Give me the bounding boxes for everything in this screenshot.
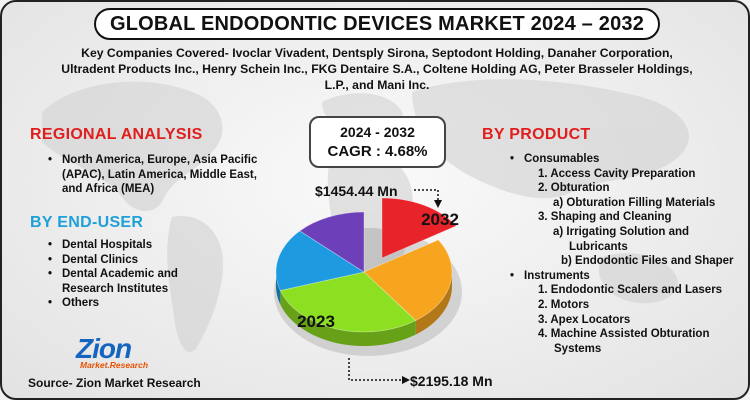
callout-arrow-2032	[434, 200, 442, 208]
end-user-item: Dental Hospitals	[44, 238, 219, 253]
pie-slice	[279, 271, 417, 333]
regional-item: North America, Europe, Asia Pacific (APA…	[44, 153, 259, 197]
pie-slice-label: 2023	[297, 312, 335, 331]
companies-line-2: Ultradent Products Inc., Henry Schein In…	[61, 62, 693, 76]
callout-line-2032	[414, 189, 439, 202]
product-item: 1. Endodontic Scalers and Lasers	[538, 284, 723, 297]
regional-list: North America, Europe, Asia Pacific (APA…	[44, 153, 259, 197]
product-category-instruments: Instruments	[505, 269, 748, 284]
product-item: 3. Apex Locators	[538, 313, 631, 326]
callout-line-2023	[348, 358, 404, 381]
pie-slice	[381, 197, 457, 259]
callout-value-2023: $2195.18 Mn	[410, 373, 493, 389]
product-item: 3. Shaping and Cleaning	[538, 211, 672, 224]
end-user-list: Dental Hospitals Dental Clinics Dental A…	[44, 238, 219, 311]
end-user-item: Others	[44, 296, 219, 311]
product-category-consumables: Consumables	[505, 152, 748, 167]
cagr-value: CAGR : 4.68%	[327, 143, 428, 160]
pie-slice	[363, 239, 453, 322]
cagr-period: 2024 - 2032	[340, 124, 415, 140]
end-user-item: Dental Academic and Research Institutes	[44, 267, 219, 296]
companies-line-1: Key Companies Covered- Ivoclar Vivadent,…	[81, 46, 673, 60]
regional-analysis-heading: REGIONAL ANALYSIS	[30, 126, 203, 143]
by-product-heading: BY PRODUCT	[482, 126, 591, 143]
companies-line-3: L.P., and Mani Inc.	[324, 78, 430, 92]
product-item: 2. Motors	[538, 298, 590, 311]
pie-slice	[275, 230, 366, 292]
product-subitem: a) Obturation Filling Materials	[553, 196, 716, 209]
page-title: GLOBAL ENDODONTIC DEVICES MARKET 2024 – …	[94, 8, 660, 40]
end-user-item: Dental Clinics	[44, 253, 219, 268]
pie-slice-side	[280, 290, 416, 346]
product-item: 2. Obturation	[538, 182, 610, 195]
cagr-box: 2024 - 2032 CAGR : 4.68%	[309, 116, 446, 168]
product-item: 4. Machine Assisted Obturation Systems	[538, 328, 710, 355]
end-user-heading: BY END-USER	[30, 214, 144, 231]
pie-slice-side	[276, 272, 281, 305]
product-subitem: b) Endodontic Files and Shaper	[561, 255, 734, 268]
key-companies-text: Key Companies Covered- Ivoclar Vivadent,…	[22, 45, 732, 93]
pie-slice-side	[415, 272, 452, 335]
zion-logo: Zion Market.Research	[76, 333, 156, 373]
logo-main-text: Zion	[76, 333, 132, 364]
logo-sub-text: Market.Research	[80, 360, 149, 370]
pie-slice	[299, 211, 365, 273]
callout-arrow-2023	[402, 376, 410, 384]
callout-value-2032: $1454.44 Mn	[315, 183, 398, 199]
pie-slice-label: 2032	[421, 210, 459, 229]
source-text: Source- Zion Market Research	[28, 376, 201, 390]
product-subitem: a) Irrigating Solution and Lubricants	[553, 225, 690, 253]
product-list: Consumables 1. Access Cavity Preparation…	[505, 152, 748, 356]
product-item: 1. Access Cavity Preparation	[538, 167, 696, 180]
title-text: GLOBAL ENDODONTIC DEVICES MARKET 2024 – …	[109, 12, 645, 35]
